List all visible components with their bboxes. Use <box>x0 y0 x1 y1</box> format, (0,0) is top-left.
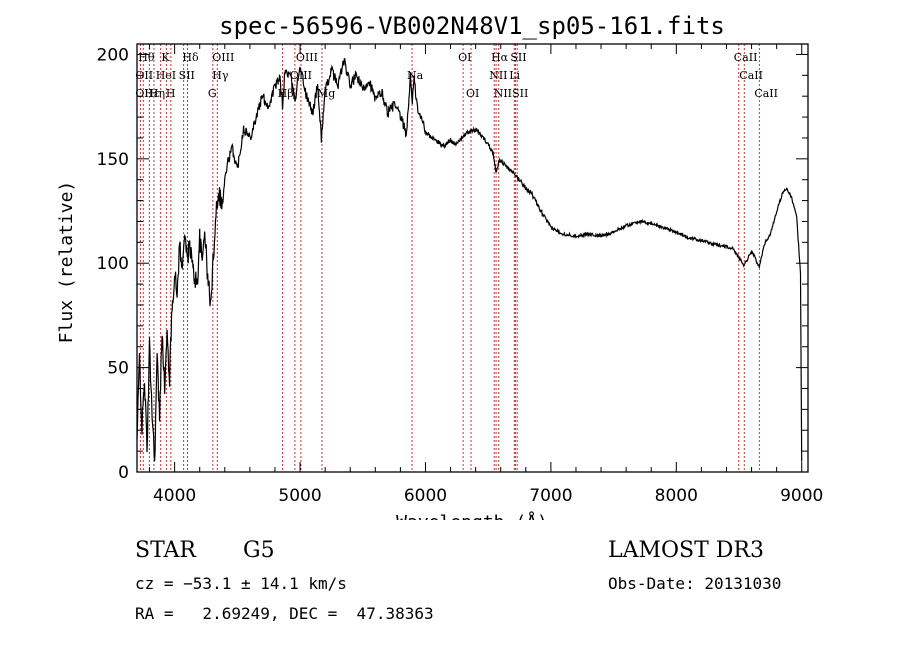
y-axis-label: Flux (relative) <box>56 181 77 344</box>
y-tick-label: 100 <box>97 254 129 274</box>
line-label: CaII <box>734 51 758 64</box>
spectrum-line <box>136 58 803 462</box>
y-tick-label: 200 <box>97 45 129 65</box>
line-label: Hα <box>491 51 509 64</box>
line-label: Li <box>509 69 520 82</box>
x-axis-label: Wavelength (Å) <box>396 511 548 520</box>
ra-dec: RA = 2.69249, DEC = 47.38363 <box>135 604 434 623</box>
line-label: Hε <box>144 87 160 100</box>
x-axis: 4000 5000 6000 7000 8000 9000 <box>149 44 823 506</box>
plot-frame <box>136 43 809 473</box>
line-label: Hγ <box>212 69 229 82</box>
y-tick-label: 0 <box>118 463 129 483</box>
line-label: CaII <box>754 87 778 100</box>
line-label: SII <box>512 87 528 100</box>
redshift-cz: cz = −53.1 ± 14.1 km/s <box>135 574 347 593</box>
line-label: HeI <box>156 69 176 82</box>
emission-lines <box>139 44 760 472</box>
spectrum-chart: spec-56596-VB002N48V1_sp05-161.fits Hθ OI… <box>56 12 823 520</box>
line-label: OI <box>466 87 479 100</box>
y-tick-label: 50 <box>107 359 129 379</box>
line-label: NII <box>494 87 512 100</box>
line-label: H <box>166 87 176 100</box>
line-label: SII <box>510 51 526 64</box>
y-axis: 0 50 100 150 200 <box>97 45 808 483</box>
line-label: G <box>208 87 217 100</box>
line-label: OIII <box>290 69 312 82</box>
x-tick-label: 6000 <box>404 486 447 506</box>
x-tick-label: 4000 <box>153 486 196 506</box>
line-label: Hθ <box>138 51 155 64</box>
line-label: Hβ <box>278 87 294 100</box>
x-tick-label: 8000 <box>655 486 698 506</box>
y-tick-label: 150 <box>97 150 129 170</box>
object-class: STAR <box>135 538 196 563</box>
line-label: Hδ <box>182 51 199 64</box>
line-label: OII <box>135 87 153 100</box>
chart-title: spec-56596-VB002N48V1_sp05-161.fits <box>219 12 725 40</box>
line-label: NII <box>489 69 507 82</box>
observation-date: Obs-Date: 20131030 <box>608 574 782 593</box>
line-label: OIII <box>212 51 234 64</box>
line-label: Hη <box>149 87 165 100</box>
line-label: Mg <box>317 87 335 100</box>
line-label: K <box>161 51 170 64</box>
x-tick-label: 7000 <box>529 486 572 506</box>
line-label: OII <box>135 69 153 82</box>
x-tick-label: 9000 <box>780 486 823 506</box>
line-label: OI <box>458 51 471 64</box>
line-label: CaII <box>739 69 763 82</box>
line-label: OIII <box>296 51 318 64</box>
x-tick-label: 5000 <box>278 486 321 506</box>
survey-name: LAMOST DR3 <box>608 538 764 563</box>
line-label: SII <box>179 69 195 82</box>
object-subclass: G5 <box>243 538 275 563</box>
